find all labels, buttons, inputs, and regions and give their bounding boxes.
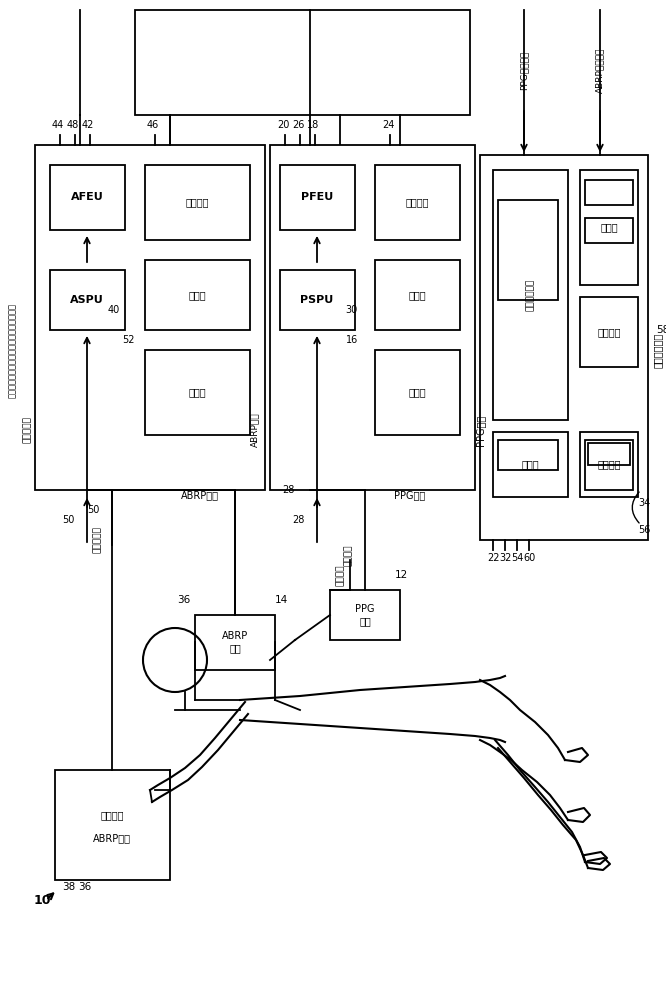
Bar [55,770,170,880]
Text: 呼吸信号、位置信号、脉撐信号、活动信号: 呼吸信号、位置信号、脉撐信号、活动信号 [7,302,17,397]
Bar [145,260,250,330]
Text: 加速度信号: 加速度信号 [23,417,31,443]
Text: PSPU: PSPU [300,295,334,305]
Text: 处理器: 处理器 [408,387,426,397]
Bar [145,350,250,435]
Bar [330,590,400,640]
Text: 26: 26 [292,120,304,130]
Bar [585,440,633,490]
Text: 24: 24 [382,120,394,130]
Text: 存储器: 存储器 [188,290,206,300]
Text: 42: 42 [82,120,94,130]
Text: 20: 20 [277,120,289,130]
Text: 46: 46 [147,120,159,130]
Text: 16: 16 [346,335,358,345]
Bar [493,170,568,420]
Text: 处理器: 处理器 [188,387,206,397]
Text: 光学信号: 光学信号 [336,564,344,586]
Bar [195,615,275,670]
Bar [480,155,648,540]
Text: 光学信号: 光学信号 [344,544,352,566]
Text: ABRP
探头: ABRP 探头 [222,631,248,653]
Text: ASPU: ASPU [70,295,104,305]
Bar [588,443,630,465]
Bar [145,165,250,240]
Text: 28: 28 [292,515,305,525]
Text: PPG
探头: PPG 探头 [355,604,375,626]
Text: 52: 52 [123,335,135,345]
Text: 60: 60 [523,553,535,563]
Text: 处理器: 处理器 [521,459,539,469]
Text: 加速度计: 加速度计 [101,810,124,820]
Text: ABRP信号: ABRP信号 [250,413,260,447]
Text: 通信单元: 通信单元 [405,197,429,207]
Bar [375,350,460,435]
Text: 28: 28 [282,485,295,495]
Text: 12: 12 [395,570,408,580]
Bar [498,440,558,470]
Text: 40: 40 [108,305,120,315]
Text: 14: 14 [275,595,288,605]
Text: 54: 54 [511,553,523,563]
Text: 18: 18 [307,120,319,130]
Text: 通信单元: 通信单元 [597,327,621,337]
Text: 58: 58 [656,325,666,335]
Text: 22: 22 [487,553,500,563]
Text: 38: 38 [62,882,75,892]
Text: AFEU: AFEU [71,192,103,202]
Text: 存储器: 存储器 [600,222,618,232]
Text: PPG设备: PPG设备 [394,490,426,500]
Text: PPG特征向量: PPG特征向量 [519,50,529,90]
Text: 加速度信号: 加速度信号 [93,527,101,553]
Text: ABRP特征向量: ABRP特征向量 [595,47,605,93]
Text: 32: 32 [499,553,511,563]
Bar [50,270,125,330]
Text: 患者监测系统: 患者监测系统 [653,332,663,368]
Bar [375,165,460,240]
Text: 通信单元: 通信单元 [185,197,208,207]
Text: 48: 48 [67,120,79,130]
Text: PPG信号: PPG信号 [475,414,485,446]
Bar [280,165,355,230]
Bar [50,165,125,230]
Bar [585,180,633,205]
Bar [585,218,633,243]
Text: ABRP探头: ABRP探头 [93,833,131,843]
Text: PFEU: PFEU [301,192,333,202]
Bar [375,260,460,330]
Text: 44: 44 [52,120,64,130]
Bar [498,200,558,300]
Bar [580,170,638,285]
Bar [35,145,265,490]
Bar [580,297,638,367]
Text: 56: 56 [638,525,651,535]
Text: 50: 50 [88,505,100,515]
Text: 心率失常单元: 心率失常单元 [525,279,535,311]
Text: 显示设备: 显示设备 [597,459,621,469]
Text: 10: 10 [33,894,51,906]
Text: ABRP设备: ABRP设备 [181,490,219,500]
Bar [270,145,475,490]
Text: 36: 36 [176,595,190,605]
Bar [135,10,470,115]
Bar [280,270,355,330]
Text: 存储器: 存储器 [408,290,426,300]
Text: 36: 36 [78,882,91,892]
Text: 30: 30 [346,305,358,315]
Text: 34: 34 [638,498,650,508]
Text: 50: 50 [63,515,75,525]
Bar [493,432,568,497]
Bar [580,432,638,497]
